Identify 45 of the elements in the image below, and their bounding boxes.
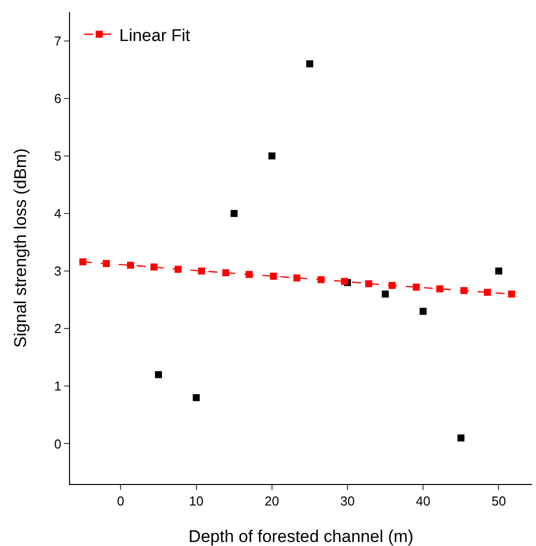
point — [412, 284, 420, 291]
legend-label: Linear Fit — [119, 26, 190, 45]
x-tick-label: 50 — [491, 494, 506, 509]
point — [198, 268, 206, 275]
x-tick-label: 40 — [416, 494, 430, 509]
point — [150, 264, 158, 270]
x-tick-label: 0 — [117, 494, 124, 509]
y-tick-label: 6 — [54, 90, 62, 106]
point — [126, 262, 134, 269]
y-tick-label: 7 — [54, 33, 62, 48]
point — [420, 308, 427, 315]
point — [340, 278, 348, 285]
point — [508, 290, 516, 298]
point — [79, 258, 86, 266]
point — [270, 272, 277, 280]
point — [436, 285, 444, 292]
point — [192, 394, 200, 402]
y-tick-label: 5 — [54, 148, 62, 164]
point — [230, 210, 238, 217]
y-axis-title: Signal strength loss (dBm) — [11, 148, 30, 348]
point — [495, 268, 502, 275]
point — [293, 274, 300, 282]
point — [457, 434, 464, 442]
x-tick-label: 30 — [340, 494, 355, 509]
point — [268, 152, 276, 160]
point — [460, 287, 468, 294]
y-tick-label: 4 — [54, 206, 62, 222]
x-axis-title: Depth of forested channel (m) — [188, 527, 414, 546]
point — [174, 266, 182, 273]
x-tick-label: 10 — [189, 494, 204, 509]
point — [318, 276, 325, 284]
point — [382, 290, 389, 298]
point — [388, 282, 396, 289]
point — [154, 371, 162, 378]
point — [222, 269, 230, 276]
point — [484, 288, 491, 296]
x-tick-label: 20 — [264, 494, 280, 509]
y-tick-label: 3 — [54, 264, 62, 279]
point — [306, 60, 314, 68]
point — [102, 260, 110, 268]
y-tick-label: 1 — [54, 378, 62, 394]
point — [246, 270, 253, 278]
point — [365, 280, 372, 288]
y-tick-label: 0 — [54, 436, 62, 452]
y-tick-label: 2 — [54, 321, 62, 336]
